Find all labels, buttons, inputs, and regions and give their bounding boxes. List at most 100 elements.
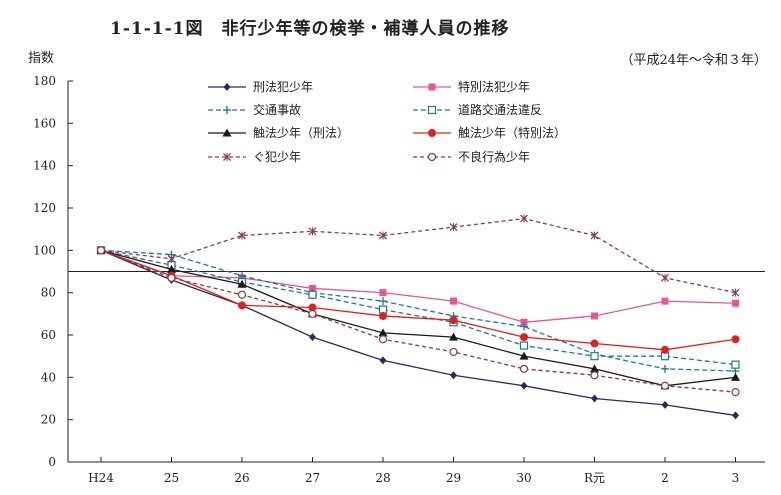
x-tick-label: R元 <box>584 471 605 485</box>
legend-label: 道路交通法違反 <box>458 102 542 117</box>
legend-item: 触法少年（特別法） <box>413 125 566 140</box>
data-point <box>308 290 317 299</box>
data-point <box>450 297 457 305</box>
x-tick-label: 28 <box>375 471 390 485</box>
data-point <box>309 284 316 292</box>
y-tick-label: 20 <box>41 413 56 427</box>
x-tick-label: 3 <box>732 471 740 485</box>
data-point <box>309 333 316 342</box>
data-point <box>520 322 528 331</box>
y-tick-label: 140 <box>33 159 56 173</box>
data-point <box>167 264 176 273</box>
data-point <box>590 352 599 361</box>
data-point <box>590 364 599 373</box>
data-point <box>450 371 457 380</box>
legend-label: 刑法犯少年 <box>253 80 313 94</box>
y-tick-label: 40 <box>41 370 56 384</box>
data-point <box>591 312 598 320</box>
legend-item: 道路交通法違反 <box>413 102 542 117</box>
data-point <box>379 231 387 240</box>
y-axis-label: 指数 <box>28 51 55 66</box>
y-tick-label: 80 <box>41 286 56 300</box>
data-point <box>308 303 317 312</box>
data-point <box>449 332 458 341</box>
x-tick-label: 25 <box>164 471 179 485</box>
series-6 <box>97 246 740 354</box>
y-tick-label: 0 <box>48 455 56 469</box>
data-point <box>237 290 247 299</box>
data-point <box>731 360 740 369</box>
data-point <box>379 356 387 365</box>
data-point <box>379 289 387 297</box>
legend-marker <box>223 83 231 91</box>
y-tick-label: 60 <box>41 328 56 342</box>
legend-label: 特別法犯少年 <box>458 79 530 94</box>
legend-item: 刑法犯少年 <box>208 80 313 94</box>
legend-item: ぐ犯少年 <box>208 150 301 164</box>
data-point <box>661 345 669 354</box>
data-point <box>519 341 529 350</box>
series-line <box>100 249 736 417</box>
data-point <box>661 273 669 282</box>
legend-marker <box>222 128 232 137</box>
series-8 <box>96 246 740 397</box>
data-point <box>731 335 740 344</box>
chart-axes: 0 20 40 60 80 100 120 140 160 180 H24 25 26 27 28 29 30 R… <box>33 74 765 485</box>
data-point <box>519 364 529 373</box>
x-tick-label: 26 <box>234 471 249 485</box>
data-point <box>308 309 317 318</box>
data-point <box>591 394 598 403</box>
period-label: （平成24年～令和３年） <box>620 53 767 68</box>
data-point <box>449 223 458 232</box>
legend-label: 交通事故 <box>253 102 301 117</box>
legend-marker <box>223 153 231 161</box>
legend-item: 触法少年（刑法） <box>208 126 349 140</box>
data-point <box>449 316 458 325</box>
data-point <box>590 339 599 348</box>
series-line <box>100 249 736 351</box>
chart-title: 1-1-1-1図 非行少年等の検挙・補導人員の推移 <box>110 19 510 39</box>
data-point <box>520 381 528 390</box>
data-point <box>731 372 740 381</box>
data-point <box>660 381 670 390</box>
data-point <box>379 311 387 320</box>
series-line <box>100 249 736 372</box>
data-point <box>520 333 528 342</box>
legend-item: 特別法犯少年 <box>413 79 530 94</box>
data-point <box>96 246 106 255</box>
series-line <box>100 249 736 366</box>
data-point <box>661 364 669 373</box>
series-1 <box>97 246 739 420</box>
data-point <box>238 301 246 310</box>
series-line <box>100 249 736 387</box>
data-point <box>237 279 247 288</box>
series-2 <box>97 246 739 326</box>
chart-series <box>96 214 740 420</box>
data-point <box>520 318 528 326</box>
series-7 <box>97 214 740 297</box>
legend-label: ぐ犯少年 <box>253 150 301 164</box>
data-point <box>520 214 528 223</box>
y-tick-label: 180 <box>33 74 56 88</box>
data-point <box>167 254 176 263</box>
legend-item: 不良行為少年 <box>413 149 530 164</box>
data-point <box>379 297 387 306</box>
series-4 <box>96 246 740 369</box>
data-point <box>590 231 599 240</box>
y-tick-label: 160 <box>33 116 56 130</box>
data-point <box>378 328 388 337</box>
series-line <box>100 249 736 393</box>
data-point <box>238 231 246 240</box>
legend-item: 交通事故 <box>208 102 301 117</box>
x-tick-label: 27 <box>305 471 320 485</box>
x-tick-label: H24 <box>88 471 114 485</box>
data-point <box>661 400 669 409</box>
legend-label: 不良行為少年 <box>458 149 530 164</box>
data-point <box>731 388 740 397</box>
legend-marker <box>223 106 231 114</box>
data-point <box>732 299 739 307</box>
x-tick-label: 29 <box>446 471 461 485</box>
data-point <box>308 227 317 236</box>
